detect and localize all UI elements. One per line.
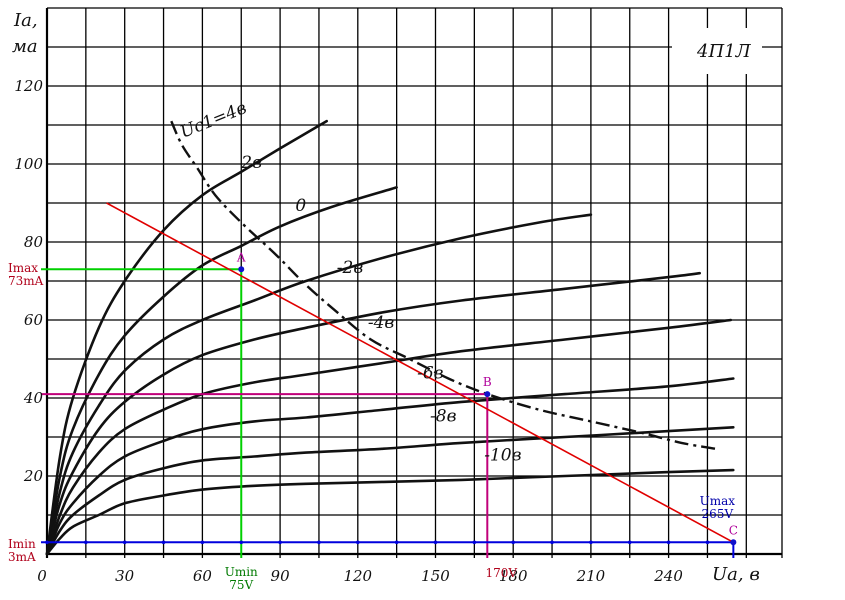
y-axis-label: Ia, [13,10,38,31]
x-tick-label: 0 [37,567,47,585]
baseline-dot [122,540,127,545]
y-tick-label: 60 [24,311,44,329]
characteristic-curve-3 [45,271,701,556]
point-label-C: C [729,523,738,537]
characteristic-curve-7 [45,468,735,556]
x-tick-label: 120 [343,567,372,585]
baseline-dot [627,540,632,545]
point-label-B: B [483,375,492,389]
umin-annotation-0: Umin [225,565,258,579]
title-box [672,28,762,74]
baseline-dot [200,540,205,545]
baseline-dot [45,540,49,545]
max-dissipation-curve [170,120,716,450]
baseline-dot [472,540,477,545]
point-marker-A [238,266,245,273]
baseline-dot [161,540,166,545]
characteristic-curve-0 [45,119,328,556]
characteristic-curve-6 [45,426,735,556]
x-tick-label: 180 [499,567,528,585]
x-tick-label: 90 [271,567,291,585]
curve-label-6: -8в [430,406,457,426]
x-tick-label: 210 [576,567,606,585]
baseline-dot [278,540,282,545]
x-axis-label: Ua, в [712,564,760,585]
point-marker-C [730,539,737,546]
characteristic-curve-2 [45,213,593,556]
y-tick-label: 120 [14,77,43,95]
grid [45,7,783,558]
imin-annotation-0: Imin [8,537,36,551]
baseline-dot [666,540,671,545]
reference-lines [41,268,735,558]
curve-label-7: -10в [484,445,521,465]
umax-annotation-1: 265V [702,507,734,521]
characteristic-curve-1 [45,186,398,556]
curve-label-2: 0 [295,196,306,216]
baseline-dot [394,540,399,545]
y-axis-unit: ма [12,36,38,57]
curve-label-5: -6в [417,364,444,384]
point-label-A: A [236,250,246,264]
point-marker-B [484,391,491,398]
x-tick-label: 240 [653,567,683,585]
y-tick-label: 80 [24,233,44,251]
chart-title: 4П1Л [696,41,752,62]
baseline-dot [239,540,244,545]
curve-label-3: -2в [337,258,364,278]
dissipation-curve [170,120,716,450]
baseline-dot [356,540,360,545]
umax-annotation-0: Umax [700,494,736,508]
y-tick-label: 20 [23,467,44,485]
characteristic-curve-5 [45,377,735,556]
characteristic-curve-4 [45,318,733,556]
baseline-dot [317,540,321,545]
umin-annotation-1: 75V [229,578,253,592]
baseline-dot [589,540,593,545]
imin-annotation-1: 3mA [8,550,36,564]
x-tick-label: 60 [193,567,213,585]
load-line-group [106,202,734,544]
operating-points: A B C [236,250,738,546]
baseline-dot [511,540,515,545]
y-tick-label: 100 [14,155,43,173]
baseline-dot [705,540,710,545]
characteristic-curves [45,119,735,556]
load-line [106,202,734,544]
baseline-dot [433,540,438,545]
baseline-dot [550,540,554,545]
baseline-dot [84,540,88,545]
y-tick-label: 40 [23,389,44,407]
tick-labels: 30 60 90 120 150 180 210 240 0 20 40 60 80 100 120 [14,77,683,585]
curve-label-1: 2в [240,153,262,173]
u170-annotation: 170V [486,566,518,580]
curve-label-0: Uc1=4в [177,98,249,143]
imax-annotation-0: Imax [8,261,38,275]
imax-annotation-1: 73mA [8,274,44,288]
curve-label-4: -4в [368,313,395,333]
curve-labels: Uc1=4в 2в 0 -2в -4в -6в -8в -10в [177,98,521,465]
x-tick-label: 150 [421,567,450,585]
x-tick-label: 30 [115,567,135,585]
